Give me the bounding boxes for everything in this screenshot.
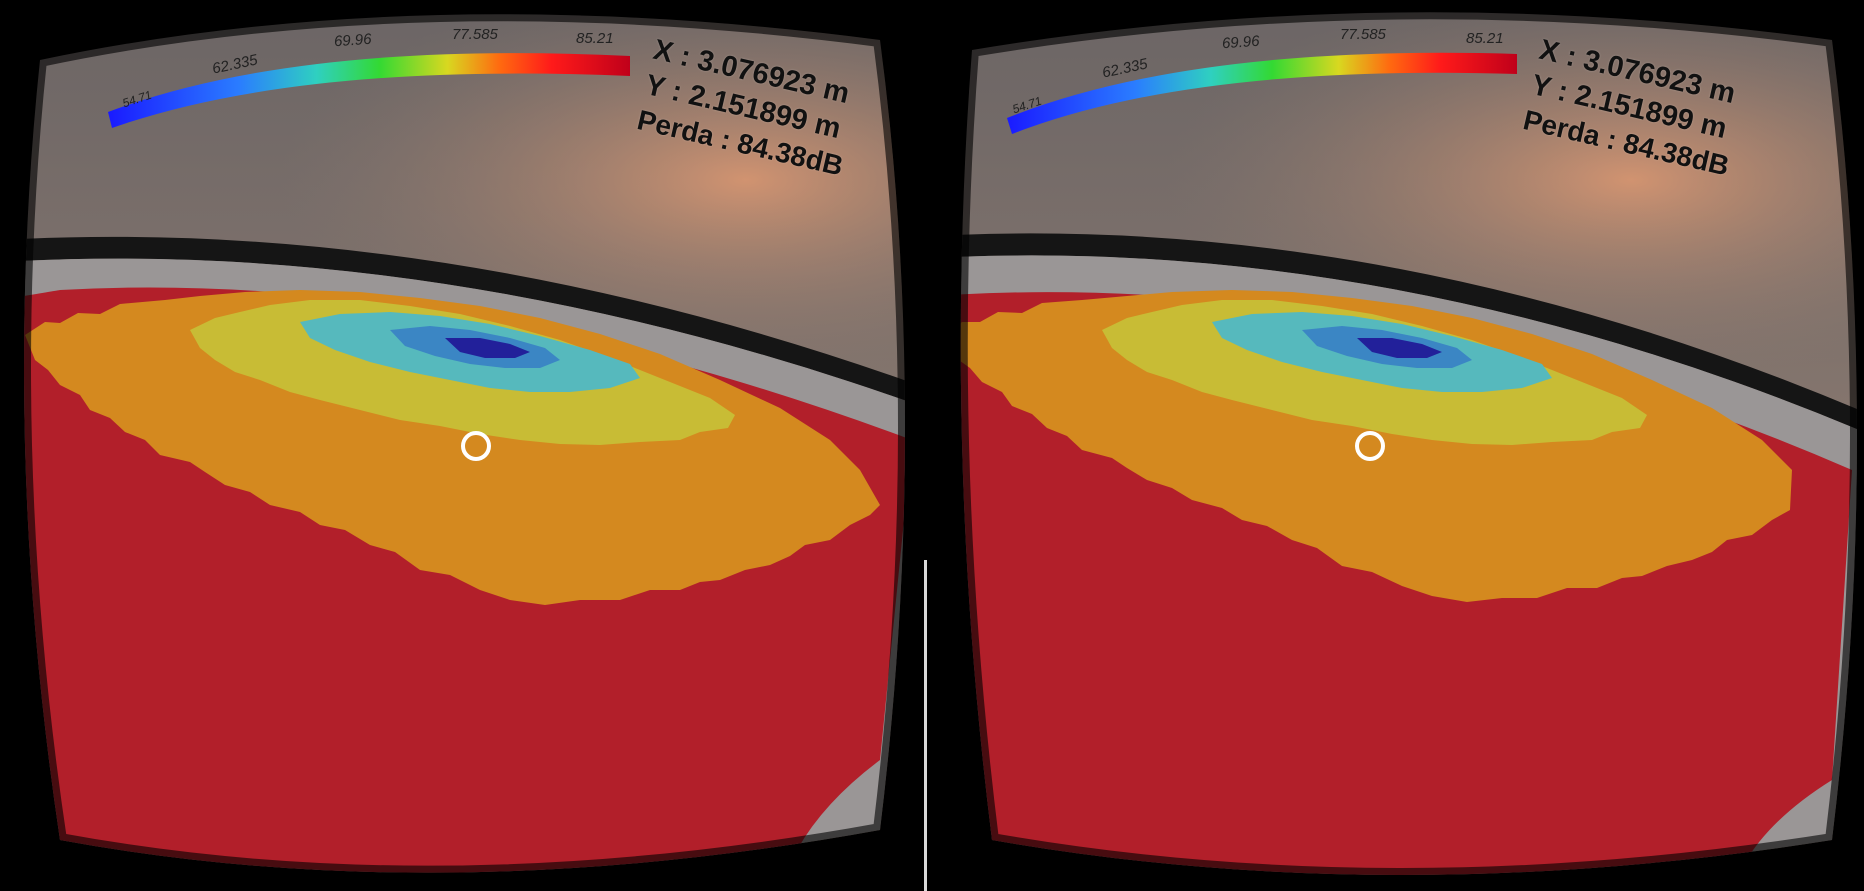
gaze-reticle-icon <box>461 431 491 461</box>
colorbar-tick-4: 85.21 <box>1466 30 1504 47</box>
left-eye-view: 54.71 62.335 69.96 77.585 85.21 X : 3.07… <box>24 14 905 873</box>
scene-right <box>953 5 1864 882</box>
eye-divider <box>924 560 927 891</box>
gaze-reticle-icon <box>1355 431 1385 461</box>
right-eye-view: 54.71 62.335 69.96 77.585 85.21 X : 3.07… <box>932 0 1864 891</box>
colorbar-tick-3: 77.585 <box>1340 26 1386 43</box>
colorbar-tick-4: 85.21 <box>576 30 614 47</box>
colorbar-tick-3: 77.585 <box>452 26 498 43</box>
colorbar-tick-2: 69.96 <box>333 30 373 51</box>
scene-left <box>24 14 905 873</box>
colorbar-tick-2: 69.96 <box>1221 32 1261 53</box>
